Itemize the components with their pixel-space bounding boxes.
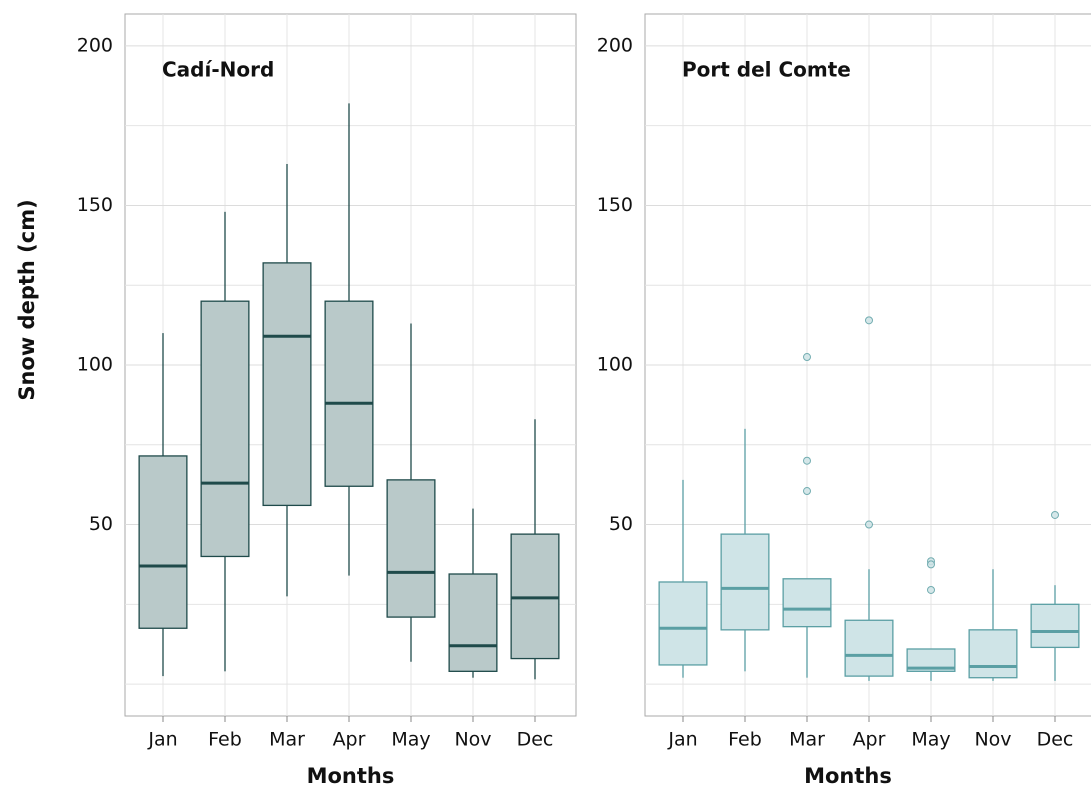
box xyxy=(324,300,374,487)
x-tick-label: Feb xyxy=(728,729,762,751)
panel-title: Cadí-Nord xyxy=(162,58,274,82)
panel xyxy=(644,13,1091,722)
box xyxy=(262,262,312,507)
box xyxy=(844,619,894,677)
y-tick-label: 50 xyxy=(609,513,633,535)
box xyxy=(720,533,770,631)
y-tick-label: 100 xyxy=(597,354,633,376)
y-tick-label: 50 xyxy=(89,513,113,535)
box xyxy=(510,533,560,660)
outlier xyxy=(803,487,811,496)
box xyxy=(386,479,436,618)
y-tick-label: 100 xyxy=(77,354,113,376)
y-tick-label: 200 xyxy=(597,34,633,56)
box xyxy=(138,455,188,629)
outlier xyxy=(927,560,935,569)
x-tick-label: Mar xyxy=(789,729,825,751)
box xyxy=(200,300,250,558)
box xyxy=(968,629,1018,679)
x-tick-label: May xyxy=(911,729,950,751)
x-tick-label: Dec xyxy=(1037,729,1074,751)
x-tick-label: Mar xyxy=(269,729,305,751)
x-tick-label: Feb xyxy=(208,729,242,751)
panel xyxy=(124,13,577,722)
x-tick-label: Nov xyxy=(974,729,1011,751)
y-tick-label: 150 xyxy=(597,194,633,216)
outlier xyxy=(1051,510,1059,519)
y-tick-label: 150 xyxy=(77,194,113,216)
box xyxy=(782,578,832,628)
x-tick-label: May xyxy=(391,729,430,751)
x-tick-label: Jan xyxy=(147,729,177,751)
x-tick-label: Apr xyxy=(853,729,886,751)
outlier xyxy=(803,353,811,362)
outlier xyxy=(865,316,873,325)
box xyxy=(1030,603,1080,649)
box xyxy=(658,581,708,666)
x-axis-label: Months xyxy=(307,764,395,788)
x-tick-label: Nov xyxy=(454,729,491,751)
outlier xyxy=(865,520,873,529)
box xyxy=(906,648,956,672)
box xyxy=(448,573,498,672)
y-tick-label: 200 xyxy=(77,34,113,56)
panel-title: Port del Comte xyxy=(682,58,851,82)
y-axis-label: Snow depth (cm) xyxy=(15,199,39,400)
outlier xyxy=(927,585,935,594)
x-axis-label: Months xyxy=(804,764,892,788)
outlier xyxy=(803,456,811,465)
x-tick-label: Jan xyxy=(667,729,697,751)
x-tick-label: Dec xyxy=(517,729,554,751)
x-tick-label: Apr xyxy=(333,729,366,751)
